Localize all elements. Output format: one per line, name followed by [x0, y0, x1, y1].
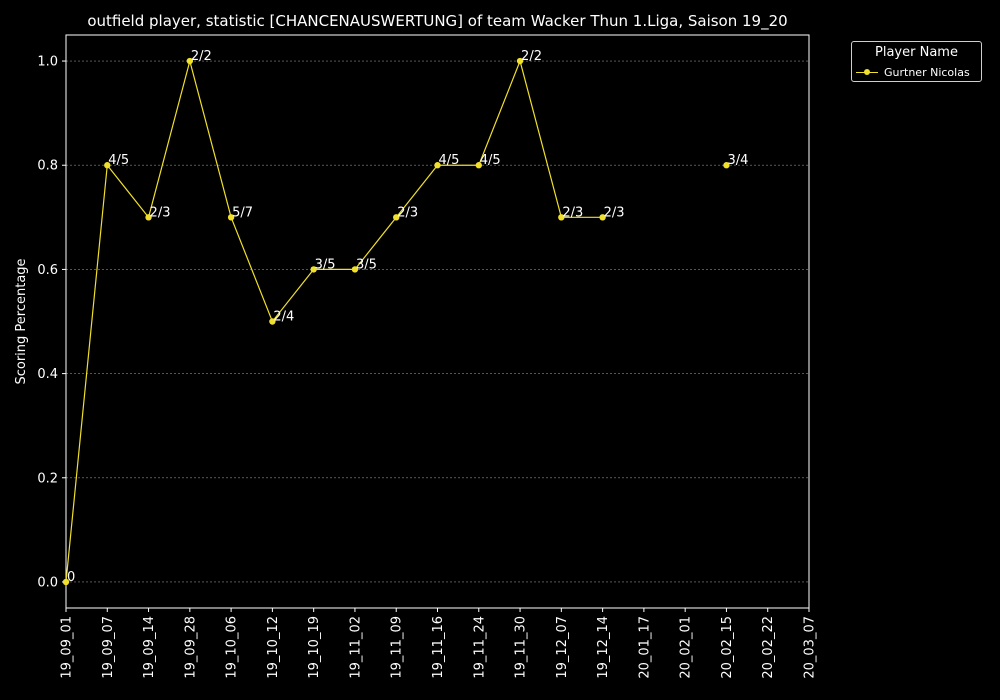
data-point	[227, 214, 235, 221]
x-tick-label: 19_10_19	[307, 616, 322, 679]
x-tick-label: 19_10_12	[266, 616, 281, 679]
y-tick-label: 0.2	[37, 471, 58, 486]
series-line	[65, 58, 603, 583]
data-point	[351, 266, 359, 273]
data-label: 2/2	[521, 49, 542, 64]
data-point	[62, 578, 70, 586]
data-point	[475, 162, 482, 169]
chart-title: outfield player, statistic [CHANCENAUSWE…	[87, 12, 788, 30]
x-tick-label: 19_11_09	[390, 616, 405, 679]
data-label: 2/3	[604, 205, 625, 220]
x-tick-label: 19_09_28	[183, 616, 198, 679]
y-tick-label: 0.4	[37, 367, 58, 382]
x-tick-label: 19_11_24	[472, 616, 487, 679]
x-tick-label: 20_03_07	[803, 616, 818, 679]
x-tick-label: 19_09_07	[101, 616, 116, 679]
y-tick-label: 1.0	[37, 55, 58, 70]
x-tick-label: 19_11_30	[514, 616, 529, 679]
legend-item: Gurtner Nicolas	[856, 65, 970, 79]
data-label: 2/2	[191, 49, 212, 64]
data-label: 2/3	[562, 205, 583, 220]
data-label: 4/5	[108, 153, 129, 168]
x-tick-label: 20_02_01	[679, 616, 694, 679]
x-tick-label: 19_10_06	[225, 616, 240, 679]
legend-swatch	[856, 66, 878, 78]
data-point	[104, 162, 111, 169]
data-label: 0	[67, 570, 75, 585]
x-tick-label: 19_12_07	[555, 616, 570, 679]
legend-title: Player Name	[875, 45, 958, 60]
legend: Player Name Gurtner Nicolas	[851, 41, 982, 82]
x-tick-label: 20_02_15	[720, 616, 735, 679]
data-label: 2/3	[150, 205, 171, 220]
x-tick-label: 19_09_14	[142, 616, 157, 679]
data-label: 2/3	[397, 205, 418, 220]
data-label: 3/5	[315, 257, 336, 272]
data-point	[310, 266, 317, 273]
plot-frame	[65, 34, 810, 609]
y-tick-label: 0.0	[37, 575, 58, 590]
x-tick-label: 19_12_14	[596, 616, 611, 679]
data-label: 3/5	[356, 257, 377, 272]
data-label: 4/5	[439, 153, 460, 168]
y-axis-label: Scoring Percentage	[14, 258, 29, 384]
data-point	[269, 318, 276, 325]
data-point	[558, 214, 565, 221]
x-tick-label: 20_01_17	[637, 616, 652, 679]
data-label: 2/4	[273, 310, 294, 325]
data-point	[186, 57, 194, 65]
x-tick-label: 20_02_22	[761, 616, 776, 679]
y-tick-label: 0.8	[37, 159, 58, 174]
data-point	[599, 214, 606, 221]
data-label: 5/7	[232, 205, 253, 220]
data-point	[723, 162, 730, 169]
data-label: 4/5	[480, 153, 501, 168]
data-point	[393, 214, 400, 221]
y-tick-label: 0.6	[37, 263, 58, 278]
x-tick-label: 19_11_02	[348, 616, 363, 679]
data-label: 3/4	[727, 153, 748, 168]
data-point	[516, 57, 524, 65]
legend-label: Gurtner Nicolas	[884, 65, 970, 79]
data-point	[145, 214, 152, 221]
data-point	[434, 162, 441, 169]
x-tick-label: 19_11_16	[431, 616, 446, 679]
x-tick-label: 19_09_01	[60, 616, 75, 679]
